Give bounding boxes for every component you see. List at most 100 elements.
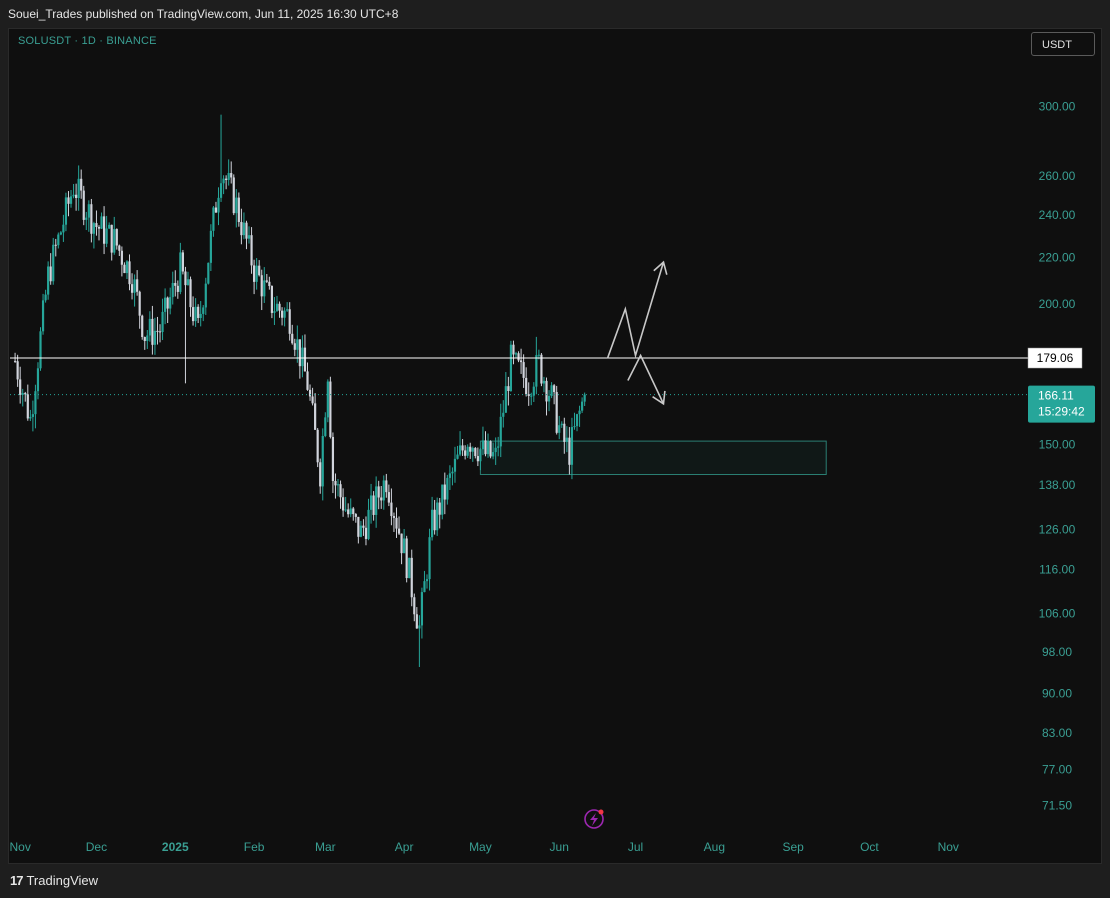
candle-body <box>75 194 78 199</box>
x-tick-label: Nov <box>9 840 30 854</box>
candle-body <box>344 509 347 511</box>
candle-body <box>47 266 50 295</box>
y-tick-label: 138.00 <box>1039 478 1076 492</box>
candle-body <box>161 311 164 333</box>
y-tick-label: 240.00 <box>1039 208 1076 222</box>
candle-body <box>19 379 22 395</box>
candle-body <box>273 311 276 313</box>
candle-body <box>535 355 538 387</box>
candle-body <box>301 347 304 367</box>
candle-body <box>153 330 157 345</box>
candle-body <box>59 232 62 235</box>
x-tick-label: Apr <box>395 840 414 854</box>
candle-body <box>532 386 535 396</box>
candle-body <box>575 414 579 427</box>
candle-body <box>29 416 32 419</box>
candle-body <box>547 395 551 402</box>
candle-body <box>512 344 515 355</box>
candle-body <box>380 497 383 501</box>
candle-body <box>202 307 205 314</box>
tradingview-mark-icon: 17 <box>10 873 24 888</box>
candle-body <box>136 279 139 292</box>
candle-body <box>540 354 543 384</box>
demand-zone-rect[interactable] <box>479 440 827 476</box>
y-tick-label: 126.00 <box>1039 522 1076 536</box>
candle-body <box>314 403 317 430</box>
candle-body <box>507 386 510 392</box>
candle-body <box>222 178 225 184</box>
candle-body <box>392 516 396 518</box>
candle-body <box>110 224 113 253</box>
candle-body <box>504 386 507 413</box>
candle-body <box>479 449 482 462</box>
candle-body <box>453 458 457 472</box>
candle-body <box>219 183 223 198</box>
candle-body <box>428 537 431 580</box>
candle-body <box>253 265 256 282</box>
y-tick-label: 71.50 <box>1042 799 1072 813</box>
candle-body <box>291 333 294 344</box>
candle-body <box>522 362 525 378</box>
tradingview-logo[interactable]: 17 TradingView <box>10 873 98 888</box>
candle-body <box>283 310 286 318</box>
candle-body <box>408 557 411 579</box>
candle-body <box>204 283 207 308</box>
candle-body <box>484 440 487 455</box>
candle-body <box>194 306 197 322</box>
candle-body <box>334 480 337 486</box>
currency-button[interactable]: USDT <box>1031 32 1095 56</box>
candle-body <box>390 502 393 517</box>
candle-body <box>563 423 566 442</box>
candle-body <box>21 393 24 395</box>
candle-body <box>553 385 556 393</box>
candle-body <box>359 525 362 537</box>
candle-body <box>199 313 202 318</box>
projection-up-arrow[interactable] <box>606 261 665 359</box>
candle-body <box>108 224 111 229</box>
candle-body <box>143 337 146 342</box>
candle-body <box>471 448 474 452</box>
footer-bar <box>0 864 1110 898</box>
candle-body <box>489 441 492 457</box>
candle-body <box>102 216 106 244</box>
candle-body <box>123 264 126 274</box>
symbol-legend[interactable]: SOLUSDT · 1D · BINANCE <box>18 35 157 47</box>
projection-down-arrow[interactable] <box>627 353 665 405</box>
current-price-label: 166.11 <box>1038 389 1074 403</box>
candle-body <box>158 331 162 333</box>
candle-body <box>265 280 268 282</box>
lightning-icon[interactable] <box>584 809 604 829</box>
candle-body <box>212 207 215 231</box>
candle-body <box>326 381 329 418</box>
chart-panel[interactable] <box>8 28 1102 864</box>
y-tick-label: 77.00 <box>1042 762 1072 776</box>
projection-up-arrow-head[interactable] <box>653 260 668 275</box>
candle-body <box>319 462 322 487</box>
candle-body <box>97 226 101 229</box>
candle-body <box>278 303 281 311</box>
candle-body <box>184 271 187 286</box>
candle-body <box>466 446 469 456</box>
candle-body <box>242 222 246 236</box>
candle-body <box>349 508 352 515</box>
candle-body <box>410 557 413 598</box>
y-tick-label: 200.00 <box>1039 297 1076 311</box>
candle-body <box>354 514 357 517</box>
x-tick-label: 2025 <box>162 840 189 854</box>
candle-body <box>308 389 312 397</box>
candle-body <box>558 425 561 433</box>
y-tick-label: 83.00 <box>1042 726 1072 740</box>
candle-body <box>573 426 576 428</box>
candle-body <box>517 353 520 361</box>
candle-body <box>80 178 83 191</box>
level-price-badge <box>1027 347 1083 369</box>
candle-body <box>469 446 472 452</box>
candle-body <box>26 394 29 419</box>
candle-body <box>85 217 88 220</box>
candle-body <box>67 197 70 204</box>
y-tick-label: 90.00 <box>1042 686 1072 700</box>
projection-down-arrow-head[interactable] <box>652 390 666 406</box>
candle-body <box>415 614 418 629</box>
candle-body <box>217 197 220 213</box>
